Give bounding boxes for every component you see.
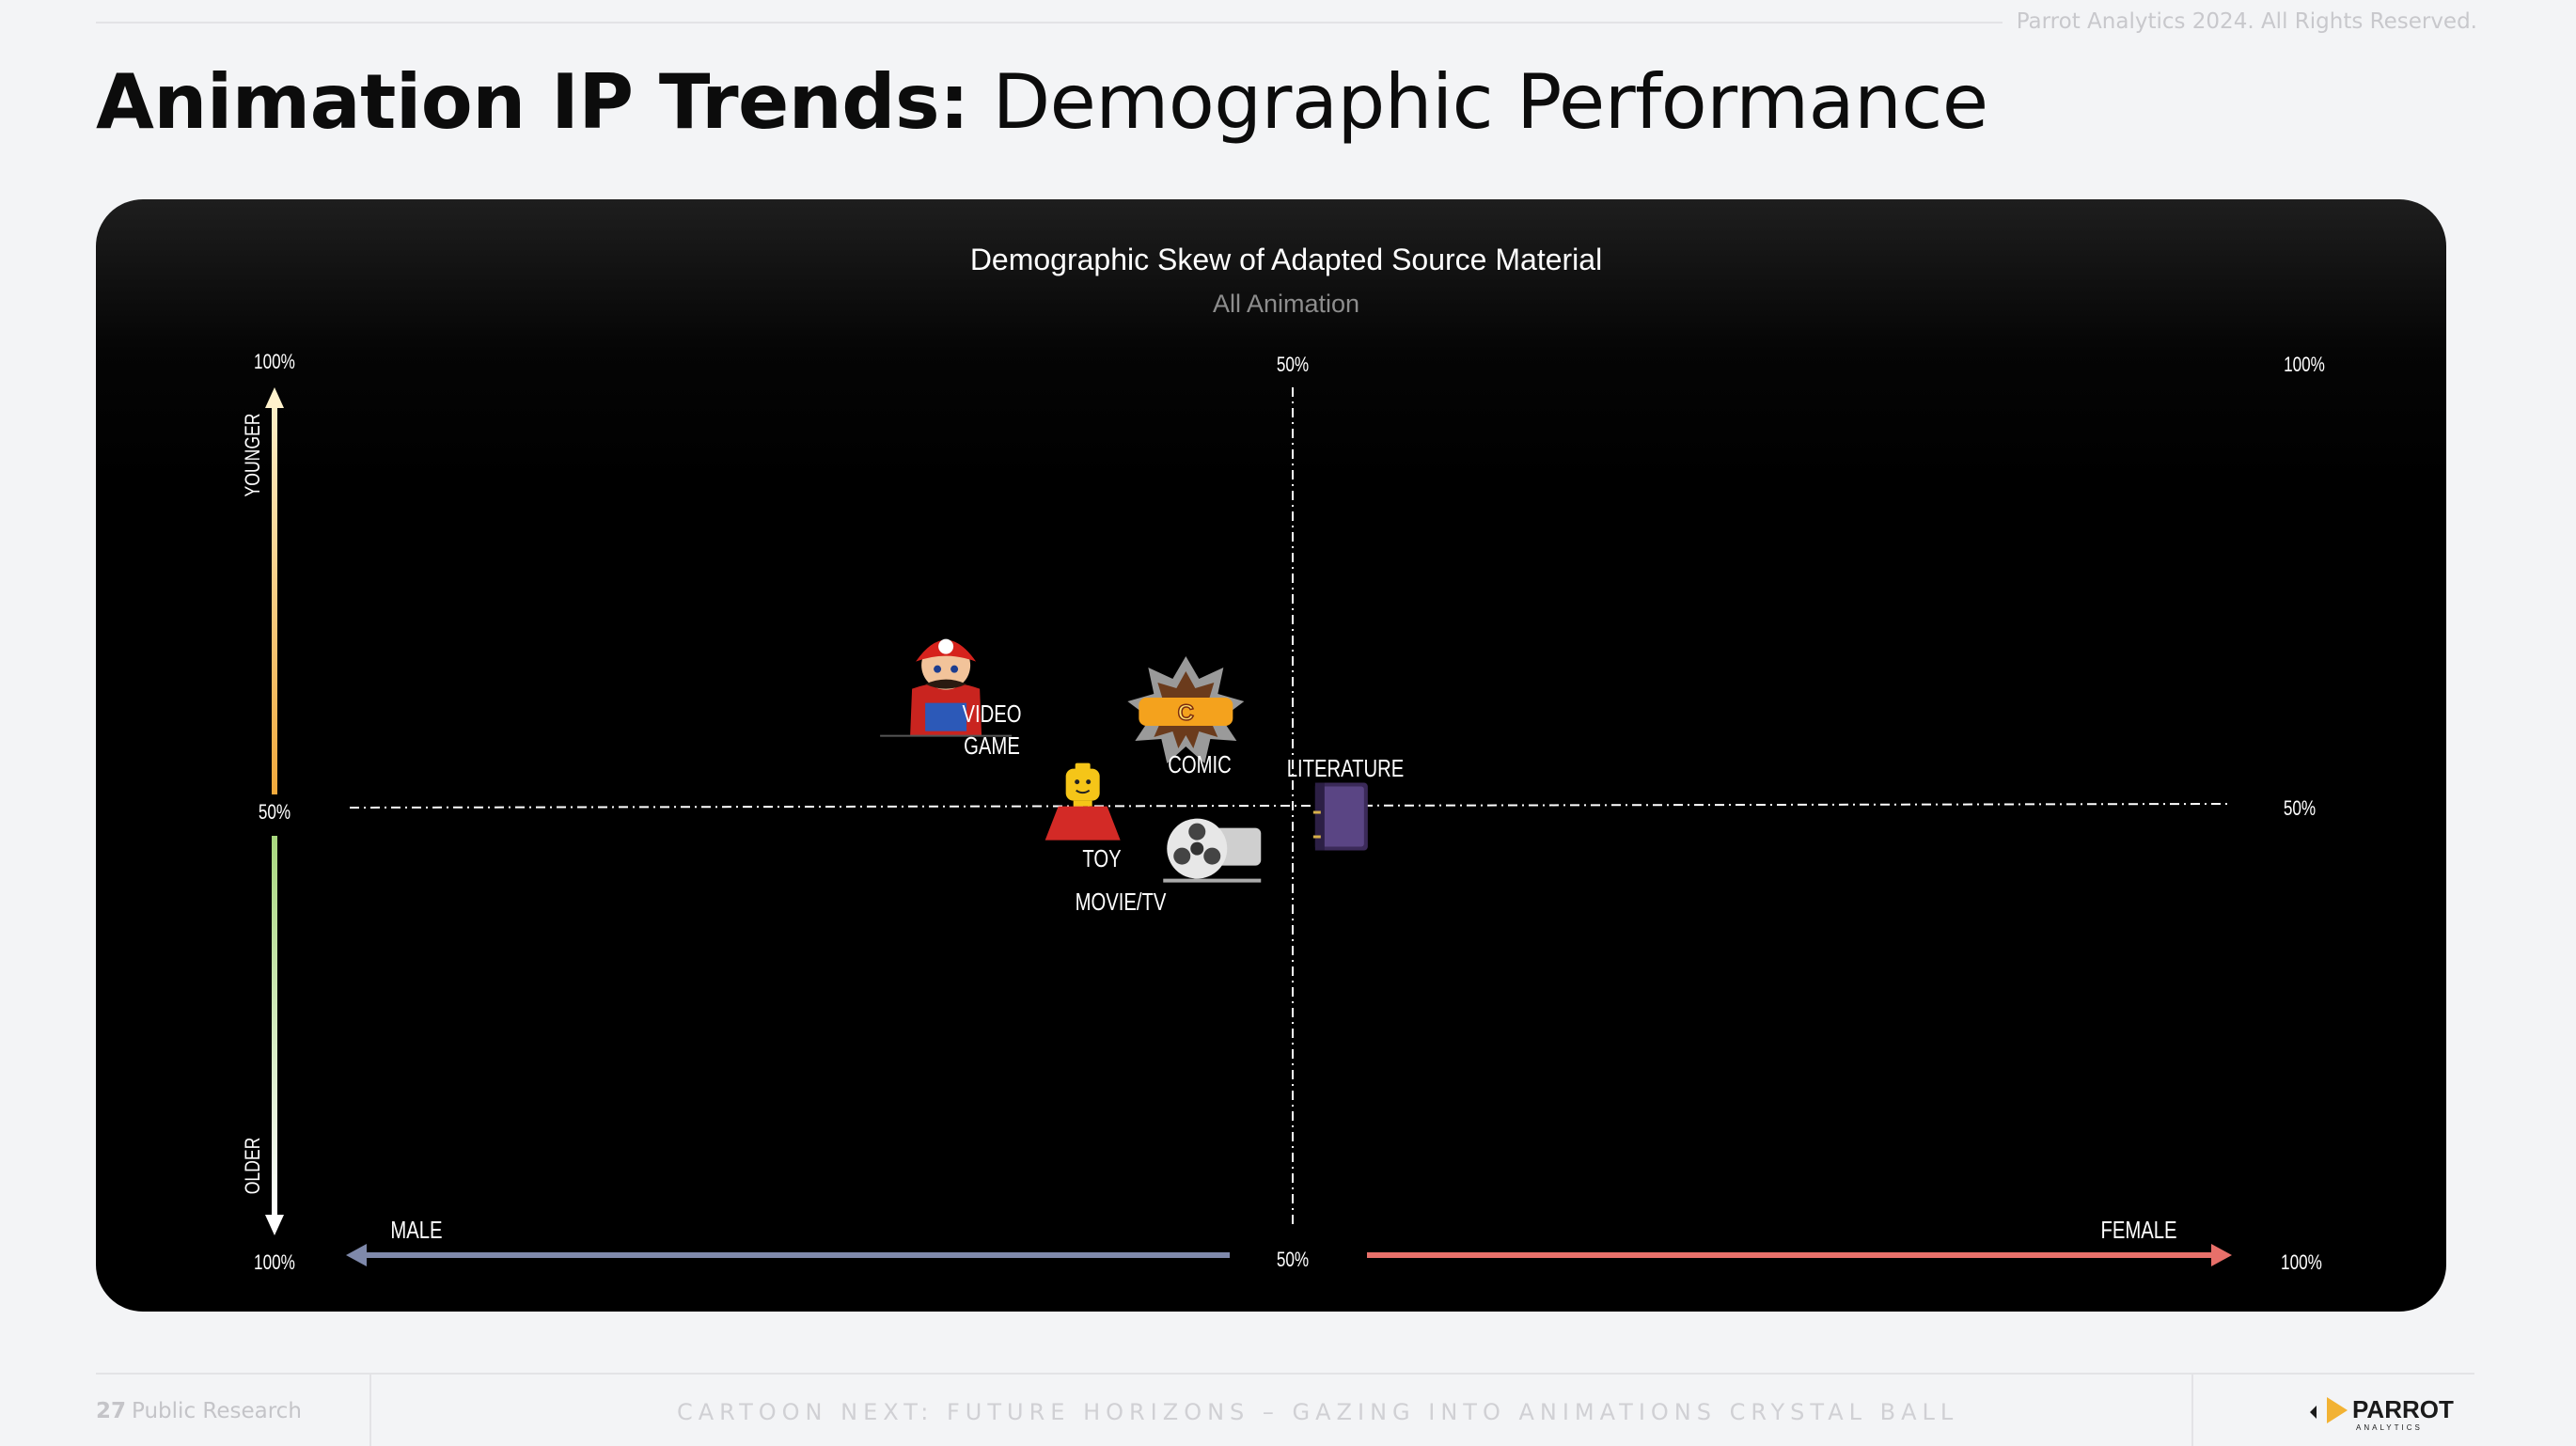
video-game-label: GAME [964,732,1020,760]
copyright-notice: Parrot Analytics 2024. All Rights Reserv… [2016,9,2477,34]
chart-title: Demographic Skew of Adapted Source Mater… [970,243,1602,276]
female-axis-bar [1367,1252,2213,1258]
older-axis-bar [272,836,277,1218]
y-tick-top: 100% [254,351,295,374]
younger-label: YOUNGER [242,414,264,497]
female-arrow-icon [2211,1244,2232,1266]
footer-separator [2191,1375,2193,1446]
x-tick-center: 50% [1277,1249,1309,1272]
logo-wordmark: PARROT [2352,1395,2454,1423]
scatter-chart: Demographic Skew of Adapted Source Mater… [242,243,2325,1275]
male-axis-bar [357,1252,1230,1258]
younger-arrow-icon [265,387,284,408]
comics-burst-icon: C [1127,655,1245,763]
video-game-label: VIDEO [962,700,1021,728]
female-label: FEMALE [2100,1217,2176,1244]
y-tick-bottom: 100% [254,1251,295,1275]
section-label: Public Research [132,1399,302,1423]
right-tick-bottom: 100% [2281,1251,2322,1275]
page-title-light: Demographic Performance [992,58,1988,146]
younger-axis-bar [272,395,277,794]
literature-label: LITERATURE [1287,755,1405,782]
page-number-value: 27 [96,1399,127,1423]
right-tick-middle: 50% [2284,797,2316,821]
y-tick-center: 50% [259,801,291,825]
logo-chevron-icon [2310,1406,2317,1419]
footer-divider [96,1373,2474,1375]
x-tick-center-top: 50% [1277,354,1309,377]
older-arrow-icon [265,1215,284,1235]
page-number: 27 Public Research [96,1399,302,1423]
chart-panel: Demographic Skew of Adapted Source Mater… [96,199,2446,1312]
horizontal-midline [349,803,2228,809]
footer-separator [369,1375,371,1446]
lego-figure-icon [1045,762,1121,841]
svg-text:C: C [1178,700,1194,726]
mario-icon [880,638,1013,737]
page-title: Animation IP Trends: Demographic Perform… [96,58,1988,146]
right-tick-top: 100% [2284,354,2325,377]
older-label: OLDER [242,1138,264,1195]
toy-label: TOY [1082,845,1122,872]
male-arrow-icon [346,1244,367,1266]
logo-parrot-icon [2327,1397,2348,1423]
male-label: MALE [390,1217,442,1244]
logo-subtitle: ANALYTICS [2356,1423,2423,1432]
movie-tv-label: MOVIE/TV [1076,888,1167,916]
page-title-bold: Animation IP Trends: [96,58,969,146]
header-divider [96,22,2003,24]
comic-label: COMIC [1168,751,1232,778]
book-icon [1312,782,1368,851]
chart-subtitle: All Animation [1213,290,1359,318]
footer-tagline: CARTOON NEXT: FUTURE HORIZONS – GAZING I… [677,1399,1959,1425]
film-reel-icon [1163,818,1262,883]
parrot-analytics-logo: PARROT ANALYTICS [2310,1395,2454,1432]
